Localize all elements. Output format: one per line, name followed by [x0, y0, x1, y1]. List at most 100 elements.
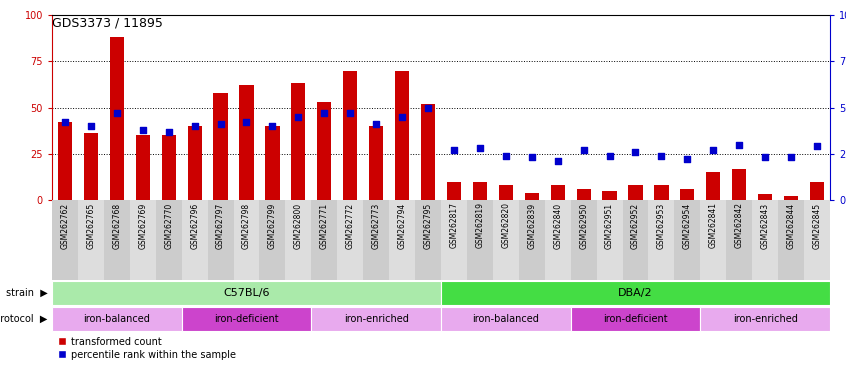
Point: [525, 154, 539, 161]
Bar: [415, 200, 441, 280]
Point: [317, 110, 331, 116]
Text: GSM262769: GSM262769: [138, 202, 147, 249]
Text: GSM262950: GSM262950: [580, 202, 588, 249]
Point: [810, 143, 824, 149]
Bar: [700, 200, 726, 280]
Bar: [654, 185, 668, 200]
Bar: [129, 200, 156, 280]
Text: GSM262768: GSM262768: [113, 202, 121, 248]
Point: [162, 129, 175, 135]
Text: GSM262953: GSM262953: [657, 202, 666, 249]
Point: [448, 147, 461, 153]
Bar: [395, 71, 409, 200]
Text: GSM262797: GSM262797: [216, 202, 225, 249]
Bar: [182, 200, 207, 280]
Point: [84, 123, 97, 129]
Bar: [804, 200, 830, 280]
Bar: [188, 126, 201, 200]
Text: GSM262773: GSM262773: [371, 202, 381, 249]
Bar: [571, 200, 596, 280]
Bar: [784, 196, 799, 200]
Point: [603, 152, 617, 159]
Point: [551, 158, 564, 164]
Bar: [473, 182, 487, 200]
Text: protocol  ▶: protocol ▶: [0, 314, 47, 324]
Text: GSM262844: GSM262844: [787, 202, 795, 248]
Bar: [343, 71, 357, 200]
Point: [577, 147, 591, 153]
Point: [188, 123, 201, 129]
Bar: [156, 200, 182, 280]
Bar: [363, 200, 389, 280]
Point: [395, 114, 409, 120]
Point: [706, 147, 720, 153]
Bar: [545, 200, 571, 280]
Bar: [291, 83, 305, 200]
Point: [239, 119, 253, 125]
Text: GSM262843: GSM262843: [761, 202, 770, 248]
Bar: [732, 169, 746, 200]
Text: GSM262951: GSM262951: [605, 202, 614, 248]
Text: GSM262771: GSM262771: [320, 202, 329, 248]
Bar: [726, 200, 752, 280]
Bar: [58, 122, 72, 200]
Bar: [311, 306, 441, 331]
Point: [629, 149, 642, 155]
Bar: [110, 37, 124, 200]
Point: [58, 119, 72, 125]
Bar: [104, 200, 129, 280]
Bar: [576, 189, 591, 200]
Bar: [629, 185, 643, 200]
Bar: [758, 194, 772, 200]
Text: GSM262765: GSM262765: [86, 202, 96, 249]
Bar: [700, 306, 830, 331]
Bar: [266, 126, 279, 200]
Bar: [52, 306, 182, 331]
Text: GDS3373 / 11895: GDS3373 / 11895: [52, 17, 163, 30]
Bar: [752, 200, 778, 280]
Bar: [207, 200, 233, 280]
Bar: [338, 200, 363, 280]
Point: [733, 141, 746, 147]
Text: GSM262762: GSM262762: [60, 202, 69, 248]
Text: iron-balanced: iron-balanced: [472, 314, 539, 324]
Bar: [52, 281, 441, 306]
Bar: [135, 135, 150, 200]
Text: iron-deficient: iron-deficient: [603, 314, 667, 324]
Text: GSM262794: GSM262794: [398, 202, 407, 249]
Bar: [84, 133, 98, 200]
Bar: [525, 193, 539, 200]
Point: [266, 123, 279, 129]
Bar: [623, 200, 649, 280]
Bar: [596, 200, 623, 280]
Bar: [311, 200, 338, 280]
Point: [473, 145, 486, 151]
Text: GSM262839: GSM262839: [527, 202, 536, 248]
Point: [499, 152, 513, 159]
Point: [343, 110, 357, 116]
Bar: [441, 281, 830, 306]
Text: GSM262952: GSM262952: [631, 202, 640, 248]
Bar: [467, 200, 493, 280]
Text: GSM262840: GSM262840: [553, 202, 563, 248]
Bar: [441, 200, 467, 280]
Text: iron-balanced: iron-balanced: [84, 314, 151, 324]
Text: GSM262800: GSM262800: [294, 202, 303, 248]
Point: [370, 121, 383, 127]
Bar: [78, 200, 104, 280]
Bar: [680, 189, 695, 200]
Text: GSM262772: GSM262772: [346, 202, 354, 248]
Point: [136, 127, 150, 133]
Bar: [519, 200, 545, 280]
Bar: [493, 200, 519, 280]
Bar: [421, 104, 435, 200]
Text: iron-enriched: iron-enriched: [343, 314, 409, 324]
Bar: [162, 135, 176, 200]
Text: GSM262819: GSM262819: [475, 202, 485, 248]
Point: [680, 156, 694, 162]
Bar: [317, 102, 332, 200]
Bar: [706, 172, 721, 200]
Bar: [602, 191, 617, 200]
Bar: [551, 185, 565, 200]
Text: iron-deficient: iron-deficient: [214, 314, 279, 324]
